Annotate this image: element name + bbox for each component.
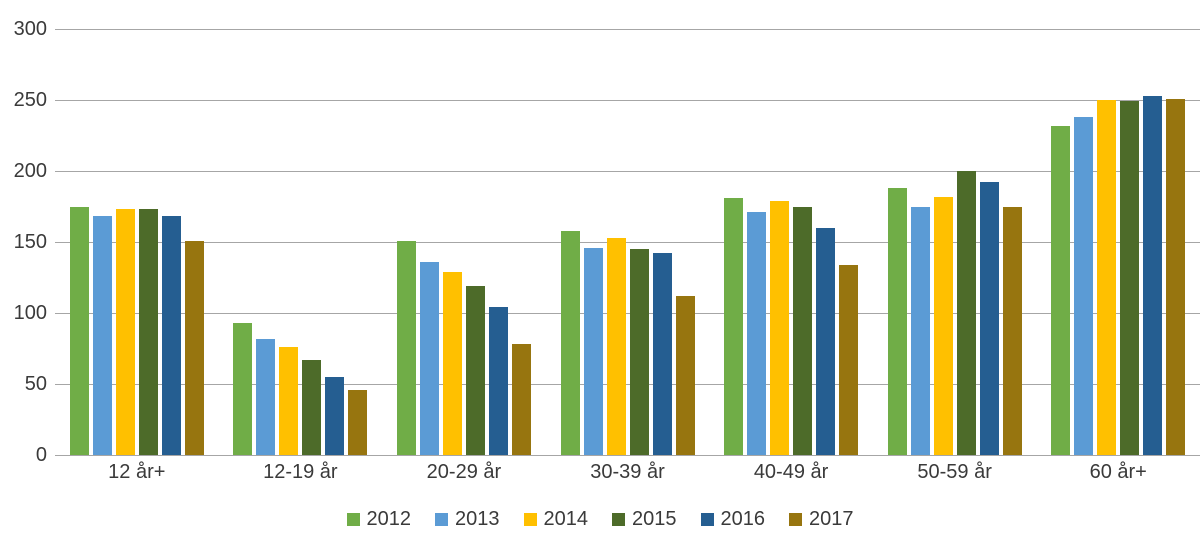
bar-2014 [279, 347, 299, 455]
bar-2017 [839, 264, 859, 455]
x-axis: 12 år+ 12-19 år 20-29 år 30-39 år 40-49 år 50… [55, 461, 1200, 487]
legend-item: 2012 [346, 508, 412, 531]
y-axis-label: 0 [35, 444, 47, 466]
legend-label: 2015 [632, 508, 677, 530]
bar-2014 [442, 271, 462, 455]
bar-2012 [1051, 125, 1071, 455]
bar-2016 [816, 227, 836, 455]
y-axis-label: 100 [13, 302, 47, 324]
x-axis-label: 40-49 år [753, 461, 829, 483]
x-axis-label: 12 år+ [108, 461, 166, 483]
y-axis-label: 300 [13, 18, 47, 40]
bar-2013 [256, 338, 276, 455]
bar-2012 [887, 188, 907, 455]
gridline [55, 29, 1200, 30]
legend-item: 2014 [523, 508, 589, 531]
gridline [55, 242, 1200, 243]
bar-group [709, 29, 873, 455]
legend-swatch [789, 513, 802, 526]
bar-2017 [1166, 98, 1186, 455]
bar-2016 [325, 376, 345, 455]
bar-2014 [770, 200, 790, 455]
bar-2013 [910, 206, 930, 455]
bar-2014 [1097, 100, 1117, 455]
gridline [55, 100, 1200, 101]
bar-2016 [1143, 95, 1163, 455]
bar-2016 [979, 182, 999, 455]
legend-swatch [346, 513, 360, 526]
x-axis-label: 30-39 år [590, 461, 665, 483]
plot-area [55, 29, 1200, 456]
bar-2017 [675, 295, 695, 455]
legend-label: 2013 [455, 508, 500, 530]
bar-2016 [161, 216, 181, 455]
bar-2015 [138, 209, 158, 455]
y-axis-label: 50 [24, 373, 47, 395]
bar-2012 [69, 206, 89, 455]
x-axis-label: 50-59 år [917, 461, 992, 483]
legend-item: 2015 [612, 508, 677, 531]
bar-2016 [652, 253, 672, 455]
bar-2014 [606, 237, 626, 455]
gridline [55, 384, 1200, 385]
bar-group [55, 29, 219, 455]
bar-2015 [629, 249, 649, 455]
legend-item: 2013 [435, 508, 500, 531]
bar-2013 [583, 247, 603, 455]
y-axis-label: 250 [13, 89, 47, 111]
bar-2013 [747, 212, 767, 455]
bar-2014 [933, 196, 953, 455]
legend: 2012 2013 2014 2015 2016 2017 [0, 508, 1200, 531]
bar-2013 [419, 261, 439, 455]
bar-group [873, 29, 1037, 455]
bar-2017 [511, 344, 531, 455]
gridline [55, 171, 1200, 172]
x-axis-label: 60 år+ [1089, 461, 1147, 483]
legend-label: 2016 [720, 508, 766, 530]
x-axis-line [55, 455, 1200, 456]
x-axis-label: 20-29 år [426, 461, 502, 483]
legend-swatch [523, 513, 537, 526]
bar-2015 [956, 171, 976, 455]
bar-group [219, 29, 383, 455]
bar-2017 [348, 389, 368, 455]
legend-swatch [700, 513, 714, 526]
bar-2012 [560, 230, 580, 455]
bar-2015 [793, 206, 813, 455]
bar-2012 [396, 240, 416, 455]
legend-item: 2016 [700, 508, 766, 531]
bar-group [1036, 29, 1200, 455]
legend-swatch [612, 513, 625, 526]
bar-group [382, 29, 546, 455]
legend-label: 2012 [366, 508, 412, 530]
bar-2016 [488, 307, 508, 455]
bar-2015 [302, 359, 322, 455]
bar-2017 [184, 240, 204, 455]
bar-2013 [92, 216, 112, 455]
bar-group [546, 29, 710, 455]
bar-2014 [115, 209, 135, 455]
bar-2012 [724, 197, 744, 455]
bar-groups [55, 29, 1200, 455]
bar-2015 [1120, 101, 1140, 455]
legend-label: 2014 [543, 508, 589, 530]
bar-2017 [1002, 206, 1022, 455]
bar-2012 [233, 322, 253, 455]
y-axis-label: 150 [13, 231, 47, 253]
gridline [55, 313, 1200, 314]
y-axis-label: 200 [13, 160, 47, 182]
legend-swatch [435, 513, 448, 526]
y-axis: 300 250 200 150 100 50 0 [0, 0, 47, 559]
x-axis-label: 12-19 år [263, 461, 338, 483]
legend-label: 2017 [809, 508, 854, 530]
bar-2013 [1074, 117, 1094, 455]
legend-item: 2017 [789, 508, 854, 531]
bar-2015 [465, 286, 485, 455]
